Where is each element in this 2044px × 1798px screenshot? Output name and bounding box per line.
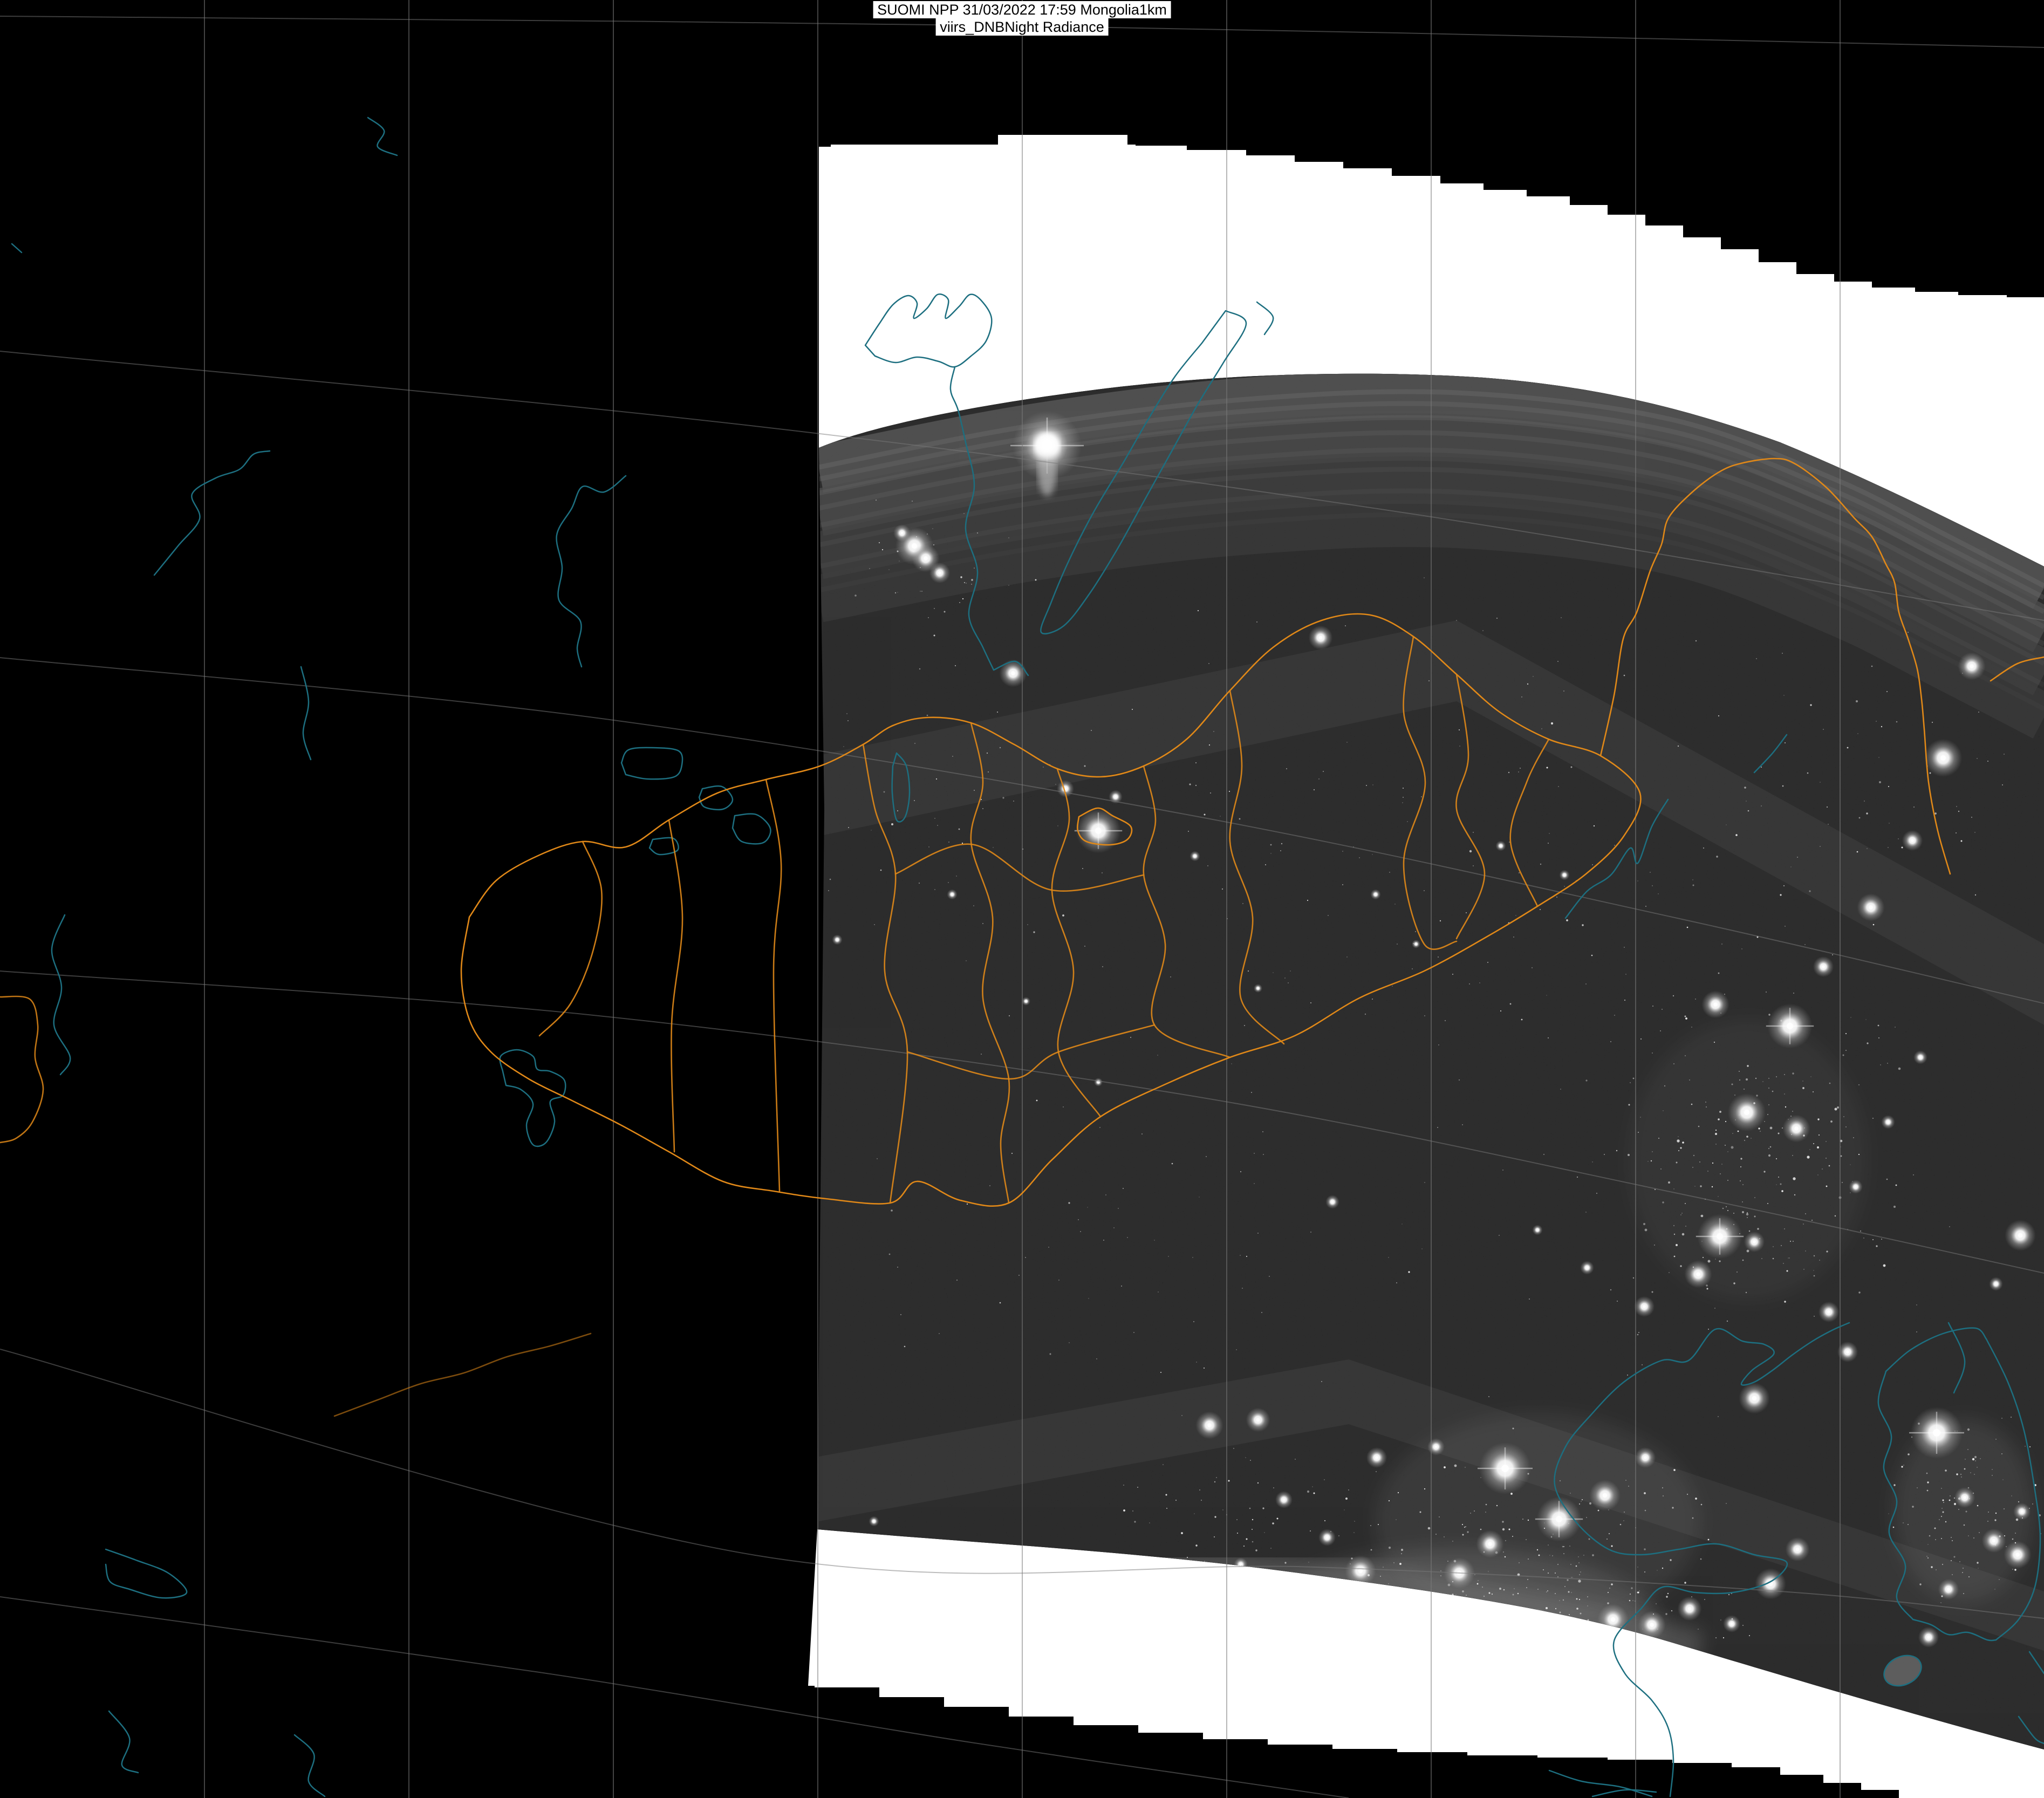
map-title-line1: SUOMI NPP 31/03/2022 17:59 Mongolia1km — [873, 1, 1171, 19]
map-title-line2: viirs_DNBNight Radiance — [935, 18, 1109, 36]
map-title: SUOMI NPP 31/03/2022 17:59 Mongolia1km v… — [873, 1, 1171, 36]
terminator-glow-layer — [1035, 434, 1059, 496]
hydrography-layer — [11, 117, 2044, 1797]
admin-borders-layer — [0, 457, 2044, 1417]
